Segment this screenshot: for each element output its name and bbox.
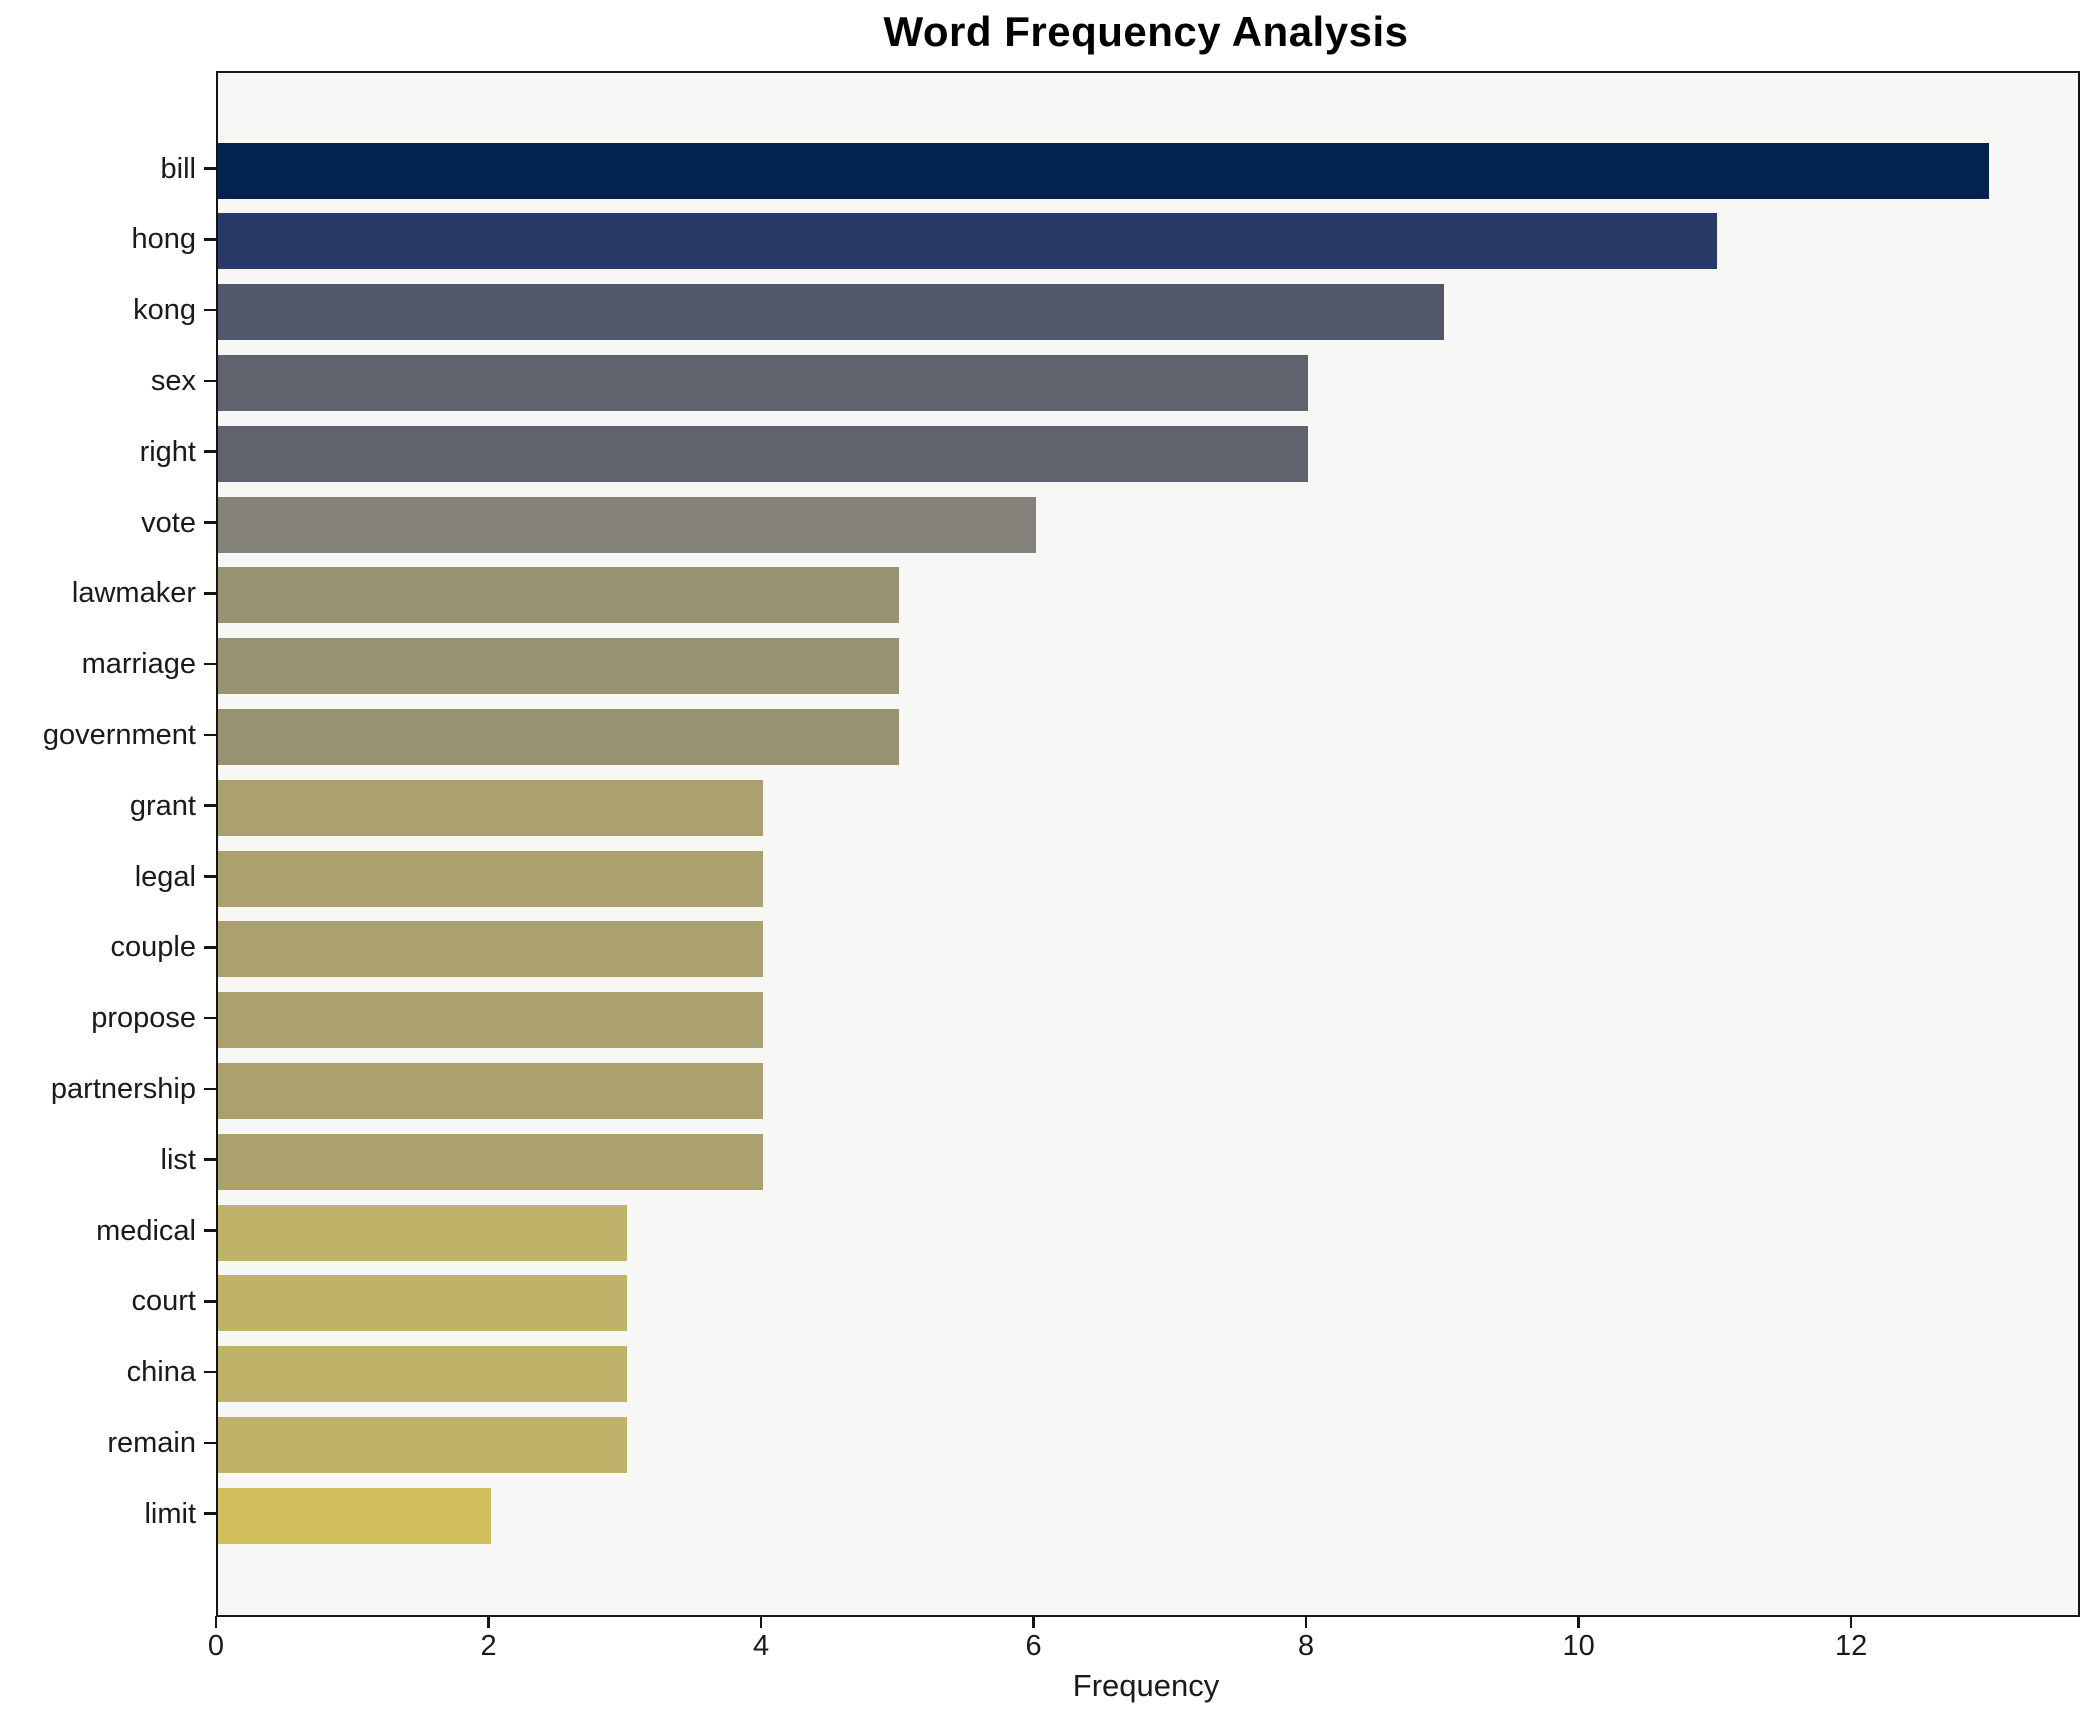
bar-kong: [218, 284, 1445, 341]
ytick-mark: [204, 308, 216, 312]
xtick-label-6: 6: [1025, 1630, 1042, 1662]
ytick-label-vote: vote: [141, 506, 196, 539]
xtick-label-10: 10: [1562, 1630, 1595, 1662]
ytick-label-propose: propose: [91, 1002, 196, 1035]
ytick-label-medical: medical: [96, 1214, 196, 1247]
ytick-mark: [204, 733, 216, 737]
ytick-label-bill: bill: [160, 152, 196, 185]
bar-right: [218, 425, 1309, 482]
ytick-mark: [204, 1016, 216, 1020]
ytick-mark: [204, 592, 216, 595]
ytick-label-limit: limit: [144, 1497, 196, 1530]
xtick-mark: [1849, 1615, 1853, 1628]
ytick-label-remain: remain: [107, 1426, 196, 1459]
xtick-mark: [214, 1615, 218, 1628]
chart-title: Word Frequency Analysis: [883, 8, 1409, 55]
ytick-mark: [204, 238, 216, 241]
x-axis-label: Frequency: [1072, 1668, 1220, 1703]
ytick-label-court: court: [131, 1285, 196, 1318]
ytick-label-sex: sex: [150, 364, 196, 397]
bar-hong: [218, 213, 1717, 270]
ytick-mark: [204, 804, 216, 807]
ytick-label-couple: couple: [110, 931, 196, 964]
bar-china: [218, 1346, 627, 1403]
bar-grant: [218, 779, 764, 836]
ytick-mark: [204, 875, 216, 878]
ytick-mark: [204, 1441, 216, 1445]
xtick-mark: [1032, 1615, 1035, 1628]
ytick-label-legal: legal: [134, 860, 196, 893]
ytick-mark: [204, 1087, 216, 1091]
bar-medical: [218, 1204, 627, 1261]
ytick-label-lawmaker: lawmaker: [71, 577, 196, 610]
ytick-label-list: list: [160, 1143, 196, 1176]
xtick-label-2: 2: [480, 1630, 497, 1662]
plot-area: [216, 71, 2080, 1617]
bar-bill: [218, 142, 1990, 199]
bar-lawmaker: [218, 567, 900, 624]
bar-couple: [218, 921, 764, 978]
ytick-label-grant: grant: [129, 789, 196, 822]
ytick-mark: [204, 1158, 216, 1161]
ytick-label-kong: kong: [133, 294, 196, 327]
bar-government: [218, 708, 900, 765]
xtick-mark: [1577, 1615, 1580, 1628]
xtick-label-4: 4: [752, 1630, 770, 1662]
xtick-mark: [487, 1615, 490, 1628]
ytick-label-right: right: [139, 435, 196, 468]
bar-sex: [218, 354, 1309, 411]
bar-limit: [218, 1487, 491, 1544]
ytick-label-government: government: [42, 718, 196, 751]
ytick-label-china: china: [126, 1356, 196, 1389]
bar-marriage: [218, 638, 900, 695]
xtick-mark: [759, 1615, 763, 1628]
ytick-mark: [204, 167, 216, 170]
bar-list: [218, 1133, 764, 1190]
ytick-mark: [204, 450, 216, 453]
bar-court: [218, 1275, 627, 1332]
ytick-mark: [204, 1300, 216, 1303]
bar-remain: [218, 1416, 627, 1473]
ytick-label-marriage: marriage: [81, 648, 196, 681]
bar-partnership: [218, 1062, 764, 1119]
ytick-mark: [204, 1229, 216, 1232]
ytick-mark: [204, 662, 216, 666]
ytick-mark: [204, 379, 216, 383]
bar-legal: [218, 850, 764, 907]
xtick-label-0: 0: [207, 1630, 225, 1662]
xtick-label-12: 12: [1835, 1630, 1868, 1662]
ytick-mark: [204, 1370, 216, 1374]
bar-propose: [218, 992, 764, 1049]
xtick-mark: [1304, 1615, 1308, 1628]
ytick-label-partnership: partnership: [50, 1072, 196, 1105]
ytick-label-hong: hong: [131, 223, 196, 256]
ytick-mark: [204, 946, 216, 949]
ytick-mark: [204, 521, 216, 524]
xtick-label-8: 8: [1298, 1630, 1315, 1662]
bar-vote: [218, 496, 1036, 553]
ytick-mark: [204, 1512, 216, 1515]
